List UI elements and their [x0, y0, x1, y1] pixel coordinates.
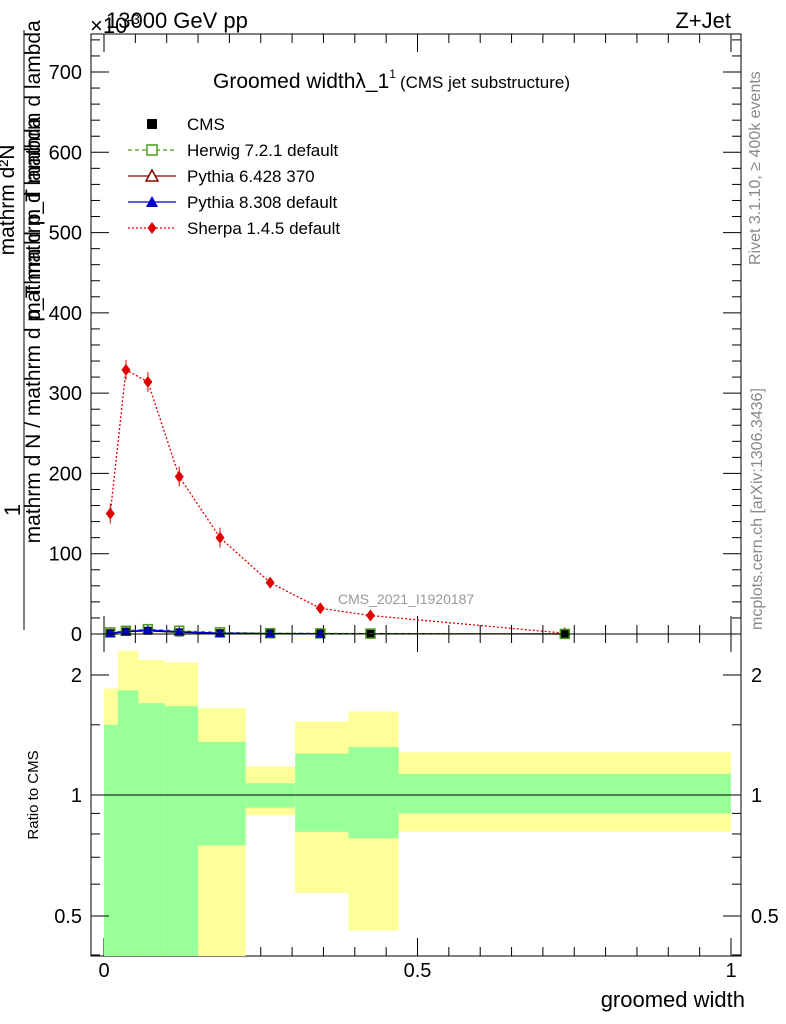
legend-item: CMS: [147, 115, 225, 134]
ratio-green-band: [198, 741, 246, 846]
ratio-green-band: [138, 703, 165, 956]
plot-title: Groomed widthλ_11 (CMS jet substructure): [213, 67, 570, 93]
y-label-frac-den: mathrm d N / mathrm d p_T mathrm d lambd…: [22, 116, 45, 543]
data-point: [120, 626, 131, 636]
main-y-tick-label: 0: [71, 624, 82, 646]
collision-label: 13000 GeV pp: [106, 8, 248, 33]
legend-item: Pythia 8.308 default: [128, 193, 338, 212]
legend-label: Pythia 6.428 370: [187, 167, 315, 186]
ratio-green-band: [295, 753, 349, 832]
main-y-tick-label: 100: [49, 544, 82, 566]
y-axis-label: 1 mathrm d N / mathrm d p_T mathrm d lam…: [0, 20, 45, 630]
ratio-y-tick-label: 1: [71, 785, 82, 807]
x-axis-label: groomed width: [601, 987, 745, 1012]
ratio-y-tick-label: 0.5: [54, 906, 82, 928]
legend-marker: [147, 222, 157, 234]
ratio-y-tick-label-right: 0.5: [751, 906, 779, 928]
data-point: [121, 363, 131, 376]
ratio-y-tick-label-right: 1: [751, 785, 762, 807]
rivet-label: Rivet 3.1.10, ≥ 400k events: [747, 71, 764, 265]
data-point: [265, 628, 276, 638]
ratio-green-band: [117, 690, 139, 956]
legend-marker: [147, 119, 157, 129]
analysis-id: CMS_2021_I1920187: [338, 591, 474, 607]
series-line: [110, 628, 565, 635]
main-y-tick-label: 200: [49, 463, 82, 485]
data-point: [174, 470, 184, 483]
legend-item: Sherpa 1.4.5 default: [128, 219, 340, 238]
data-point: [174, 626, 185, 636]
legend-label: Herwig 7.2.1 default: [187, 141, 338, 160]
main-y-tick-label: 500: [49, 223, 82, 245]
data-point: [105, 628, 116, 638]
ratio-plot-layer: 0.5 0.5 1 1 2 2: [54, 634, 779, 956]
ratio-y-tick-label: 2: [71, 665, 82, 687]
legend-marker: [144, 168, 160, 182]
legend-label: Sherpa 1.4.5 default: [187, 219, 340, 238]
x-tick-label: 0: [98, 960, 109, 982]
y-label-frac-num: 1: [0, 504, 25, 516]
ratio-green-band: [164, 706, 199, 956]
main-y-tick-label: 300: [49, 383, 82, 405]
data-point: [105, 507, 115, 520]
main-y-tick-label: 700: [49, 62, 82, 84]
data-point: [215, 531, 225, 544]
x-axis: 0 0.5 1: [98, 960, 736, 982]
ratio-y-tick-label-right: 2: [751, 665, 762, 687]
legend: CMS Herwig 7.2.1 default Pythia 6.428 370 P…: [128, 115, 340, 238]
data-point: [365, 609, 375, 622]
data-point: [265, 576, 275, 589]
y-label-denominator: mathrm d p_T mathrm d lambda: [22, 20, 45, 320]
legend-marker: [146, 144, 158, 156]
x-tick-label: 0.5: [404, 960, 432, 982]
legend-marker: [146, 196, 158, 207]
data-point: [315, 628, 326, 638]
main-y-tick-label: 400: [49, 303, 82, 325]
process-label: Z+Jet: [675, 8, 731, 33]
y-label-numerator: mathrm d²N: [0, 145, 19, 256]
legend-label: CMS: [187, 115, 225, 134]
data-point: [315, 602, 325, 615]
main-y-tick-label: 600: [49, 142, 82, 164]
ratio-green-band: [398, 773, 731, 814]
data-point: [143, 375, 153, 388]
ratio-y-label: Ratio to CMS: [25, 750, 42, 839]
mcplots-label: mcplots.cern.ch [arXiv:1306.3436]: [749, 388, 766, 630]
data-point: [142, 624, 153, 634]
x-tick-label: 1: [725, 960, 736, 982]
legend-item: Pythia 6.428 370: [128, 167, 315, 186]
legend-label: Pythia 8.308 default: [187, 193, 338, 212]
ratio-green-band: [104, 724, 118, 956]
series-line: [109, 368, 565, 634]
legend-item: Herwig 7.2.1 default: [128, 141, 338, 160]
ratio-green-band: [348, 746, 399, 839]
data-point: [214, 628, 225, 638]
